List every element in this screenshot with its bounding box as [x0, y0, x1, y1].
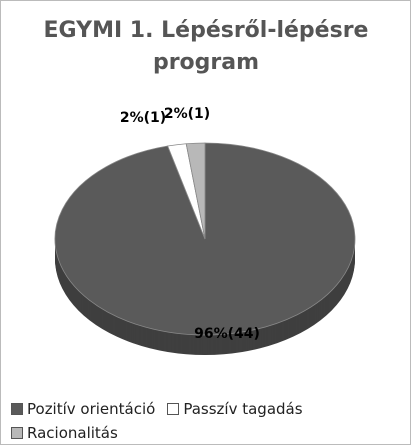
data-label: 2%(1) [120, 110, 166, 126]
legend-swatch [11, 403, 23, 415]
data-label: 96%(44) [194, 326, 260, 342]
legend-swatch [11, 427, 23, 439]
legend-item: Pozitív orientáció [11, 397, 155, 421]
legend-label: Racionalitás [27, 424, 118, 442]
data-label: 2%(1) [164, 106, 210, 122]
chart-title: EGYMI 1. Lépésről-lépésre program [43, 18, 369, 75]
pie-area: 96%(44) 2%(1)2%(1) [54, 106, 356, 356]
legend-item: Racionalitás [11, 421, 118, 444]
legend-label: Passzív tagadás [183, 400, 303, 418]
slice [185, 142, 206, 240]
legend-item: Passzív tagadás [167, 397, 303, 421]
legend-label: Pozitív orientáció [27, 400, 156, 418]
legend: Pozitív orientáció Passzív tagadás Raciona… [11, 397, 406, 444]
legend-swatch [167, 403, 180, 415]
